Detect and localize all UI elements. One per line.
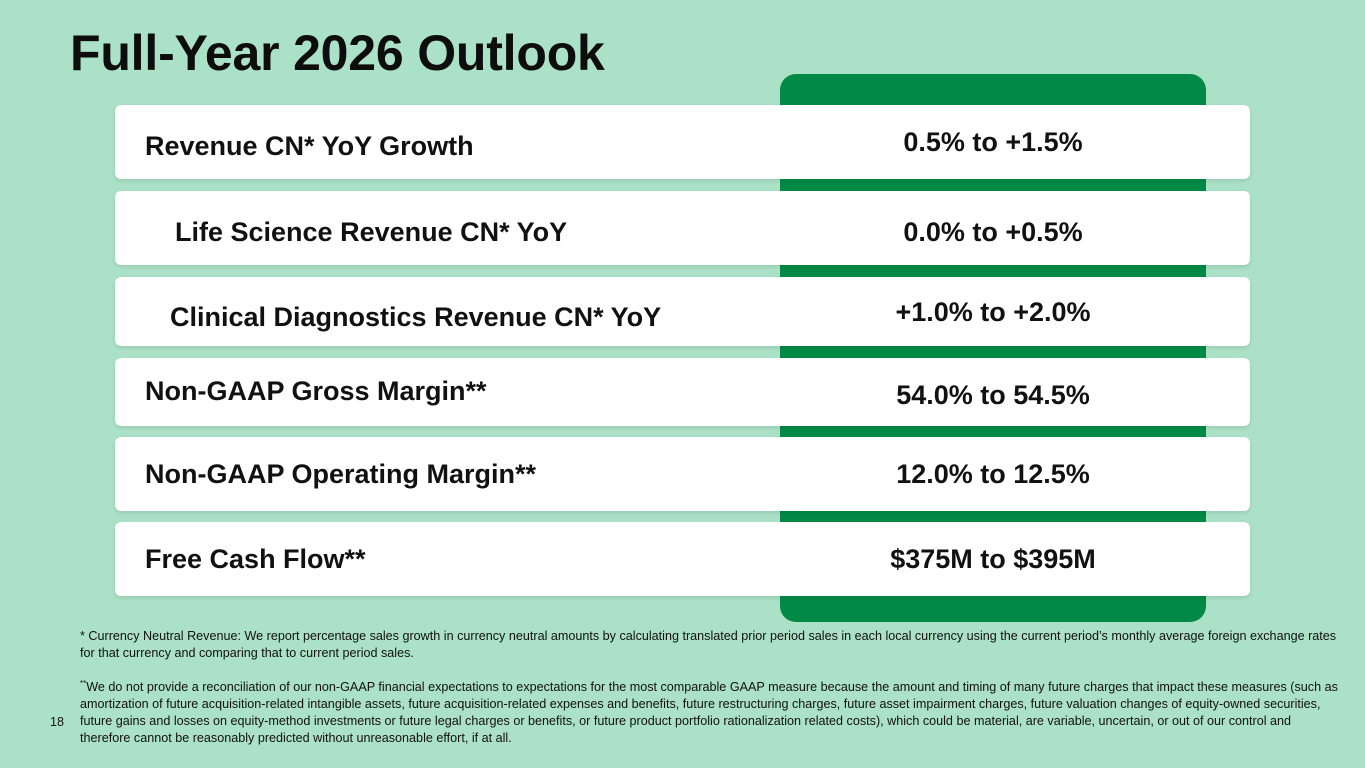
page-title: Full-Year 2026 Outlook [70, 25, 605, 81]
row-value: 0.0% to +0.5% [903, 217, 1083, 247]
row-value: 12.0% to 12.5% [896, 459, 1090, 489]
row-label: Free Cash Flow** [145, 544, 366, 574]
row-label: Non-GAAP Operating Margin** [145, 459, 537, 489]
outlook-row-life-science: Life Science Revenue CN* YoY 0.0% to +0.… [115, 191, 1250, 265]
outlook-row-free-cash-flow: Free Cash Flow** $375M to $395M [115, 522, 1250, 596]
outlook-row-operating-margin: Non-GAAP Operating Margin** 12.0% to 12.… [115, 437, 1250, 511]
row-label: Life Science Revenue CN* YoY [175, 217, 568, 247]
row-value: 0.5% to +1.5% [903, 127, 1083, 157]
row-label: Non-GAAP Gross Margin** [145, 376, 487, 406]
row-label: Revenue CN* YoY Growth [145, 131, 474, 161]
outlook-row-clinical-diagnostics: Clinical Diagnostics Revenue CN* YoY +1.… [115, 277, 1250, 346]
row-value: +1.0% to +2.0% [895, 297, 1091, 327]
outlook-row-gross-margin: Non-GAAP Gross Margin** 54.0% to 54.5% [115, 358, 1250, 426]
row-value: $375M to $395M [890, 544, 1096, 574]
footnote-currency-neutral: * Currency Neutral Revenue: We report pe… [80, 629, 1337, 660]
row-value: 54.0% to 54.5% [896, 380, 1090, 410]
outlook-row-revenue: Revenue CN* YoY Growth 0.5% to +1.5% [115, 105, 1250, 179]
footnote-non-gaap: **We do not provide a reconciliation of … [80, 679, 1340, 747]
footnotes: * Currency Neutral Revenue: We report pe… [80, 628, 1340, 747]
footnote-marker: ** [80, 679, 87, 688]
page-number: 18 [50, 715, 65, 729]
row-label: Clinical Diagnostics Revenue CN* YoY [170, 302, 662, 332]
footnote-non-gaap-text: We do not provide a reconciliation of ou… [80, 680, 1338, 745]
